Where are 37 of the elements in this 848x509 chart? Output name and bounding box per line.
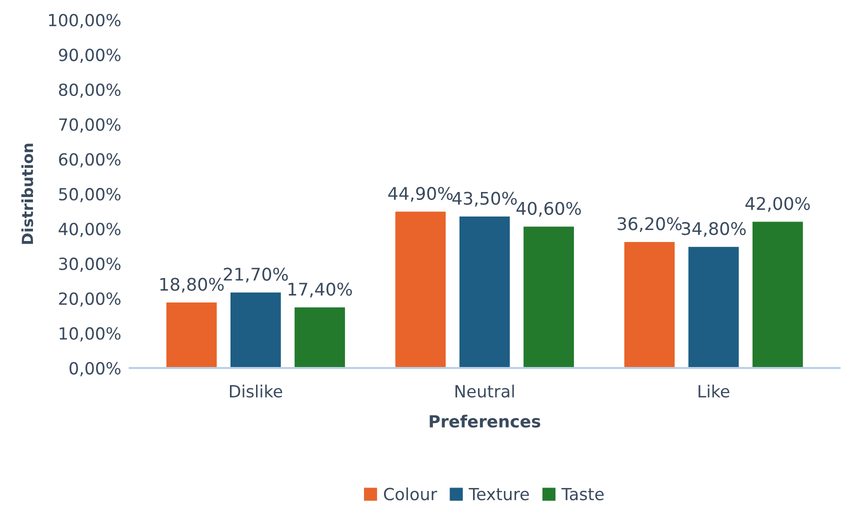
legend-label: Taste [561, 488, 604, 500]
legend-label: Colour [384, 487, 438, 500]
y-tick-label: 60,00% [59, 153, 120, 168]
data-label: 21,70% [224, 268, 288, 283]
bar [166, 302, 217, 368]
data-label: 44,90% [388, 186, 453, 202]
bar [230, 292, 281, 368]
data-label: 40,60% [516, 202, 581, 217]
y-tick-label: 50,00% [59, 188, 120, 202]
bar [459, 216, 510, 368]
y-tick-label: 10,00% [60, 327, 120, 342]
bar [395, 212, 446, 368]
data-label: 43,50% [452, 192, 517, 207]
y-tick-label: 90,00% [58, 48, 120, 63]
y-axis-title: Distribution [21, 144, 34, 244]
data-label: 17,40% [288, 282, 352, 298]
x-tick-label: Like [698, 384, 730, 398]
legend-label: Texture [468, 488, 529, 500]
y-tick-label: 80,00% [58, 83, 120, 98]
x-tick-label: Dislike [230, 384, 282, 398]
bar [294, 307, 345, 368]
y-tick-label: 30,00% [59, 258, 120, 272]
data-label: 34,80% [682, 222, 746, 237]
x-axis-title: Preferences [430, 414, 540, 428]
data-label: 42,00% [745, 196, 810, 212]
y-tick-label: 70,00% [59, 118, 120, 133]
y-tick-label: 20,00% [59, 292, 120, 307]
y-tick-label: 40,00% [58, 222, 120, 238]
data-label: 36,20% [618, 217, 682, 232]
y-tick-label: 0,00% [70, 362, 120, 376]
data-label: 18,80% [160, 278, 224, 293]
bar [752, 222, 803, 368]
x-tick-label: Neutral [456, 384, 514, 398]
bar [524, 226, 574, 368]
bar [688, 246, 739, 368]
y-tick-label: 100,00% [49, 14, 120, 28]
bar [624, 242, 675, 368]
